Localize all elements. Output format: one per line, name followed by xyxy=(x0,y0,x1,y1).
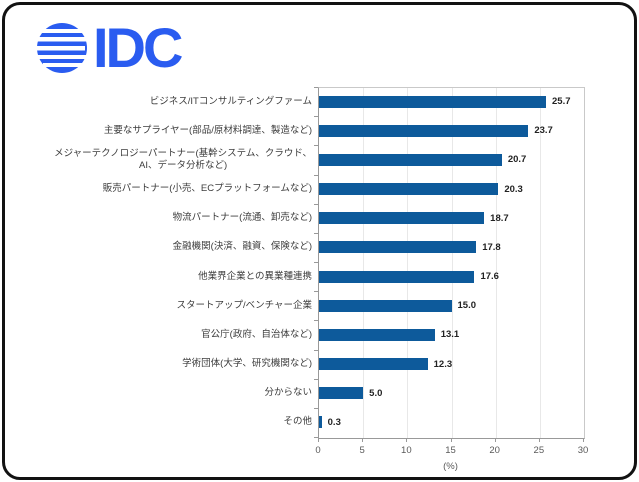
y-axis-tick xyxy=(314,232,318,234)
chart-card: (%) ビジネス/ITコンサルティングファーム 25.7 主要なサプライヤー(部品/… xyxy=(46,80,590,472)
category-label-text: 分からない xyxy=(264,387,312,399)
y-axis-tick xyxy=(314,116,318,118)
category-label-text: ビジネス/ITコンサルティングファーム xyxy=(149,95,312,107)
x-axis-tick-label: 25 xyxy=(533,445,545,456)
plot-area xyxy=(318,87,585,439)
gridline xyxy=(407,88,409,438)
gridline xyxy=(363,88,365,438)
bar xyxy=(319,358,428,371)
value-label: 13.1 xyxy=(440,329,460,341)
bar xyxy=(319,124,529,137)
category-label-text: 物流パートナー(流通、卸売など) xyxy=(172,212,312,224)
x-axis-tick xyxy=(450,438,452,442)
category-label: 分からない xyxy=(52,379,312,408)
x-axis-tick-label: 30 xyxy=(577,445,589,456)
category-label-text: 学術団体(大学、研究機関など) xyxy=(182,358,312,370)
y-axis-tick xyxy=(314,262,318,263)
idc-globe-icon xyxy=(36,23,88,73)
category-label: 学術団体(大学、研究機関など) xyxy=(52,350,312,379)
x-axis-tick-label: 15 xyxy=(445,445,456,456)
x-axis-tick xyxy=(318,438,319,442)
value-label: 12.3 xyxy=(433,358,453,370)
x-axis-tick xyxy=(362,438,364,442)
y-axis-tick xyxy=(314,87,318,88)
x-axis-tick-label: 20 xyxy=(489,445,500,456)
category-label: ビジネス/ITコンサルティングファーム xyxy=(52,87,312,116)
x-axis-tick xyxy=(406,438,408,442)
value-label: 17.8 xyxy=(482,241,501,253)
x-axis-tick-label: 10 xyxy=(401,445,412,456)
y-axis-tick xyxy=(314,437,318,438)
x-axis-unit-label: (%) xyxy=(443,461,458,472)
idc-logo-text: IDC xyxy=(93,16,183,79)
bar xyxy=(319,299,452,312)
y-axis-tick xyxy=(314,291,318,293)
value-label: 25.7 xyxy=(552,96,571,108)
value-label: 20.3 xyxy=(504,183,523,195)
category-label-text: メジャーテクノロジーパートナー(基幹システム、クラウド、 AI、データ分析など) xyxy=(54,147,312,171)
bar xyxy=(319,416,322,429)
category-label: 金融機関(決済、融資、保険など) xyxy=(52,233,312,262)
bar xyxy=(319,95,547,108)
x-axis-tick xyxy=(538,438,540,442)
gridline xyxy=(539,88,541,438)
gridline xyxy=(495,88,497,438)
category-label: 官公庁(政府、自治体など) xyxy=(52,320,312,349)
category-label: 物流パートナー(流通、卸売など) xyxy=(52,204,312,233)
y-axis-tick xyxy=(314,349,318,351)
bar xyxy=(319,270,475,283)
value-label: 18.7 xyxy=(490,212,509,224)
category-label: 他業界企業との異業種連携 xyxy=(52,262,312,291)
category-label-text: 他業界企業との異業種連携 xyxy=(198,270,312,282)
category-label-text: 販売パートナー(小売、ECプラットフォームなど) xyxy=(102,183,312,195)
value-label: 0.3 xyxy=(327,416,341,428)
y-axis-tick xyxy=(314,407,318,409)
bar xyxy=(319,387,364,400)
value-label: 5.0 xyxy=(369,387,383,399)
category-label-text: スタートアップ/ベンチャー企業 xyxy=(176,299,312,311)
bar xyxy=(319,183,499,196)
y-axis-tick xyxy=(314,378,318,380)
x-axis-tick-label: 0 xyxy=(315,445,321,456)
bar xyxy=(319,241,477,254)
category-label-text: 主要なサプライヤー(部品/原材料調達、製造など) xyxy=(103,124,312,136)
category-label: 販売パートナー(小売、ECプラットフォームなど) xyxy=(52,175,312,204)
category-label: その他 xyxy=(52,408,312,437)
x-axis-tick xyxy=(494,438,496,442)
bar xyxy=(319,212,485,225)
y-axis-tick xyxy=(314,174,318,176)
x-axis-tick-label: 5 xyxy=(359,445,365,456)
category-label: メジャーテクノロジーパートナー(基幹システム、クラウド、 AI、データ分析など) xyxy=(52,145,312,174)
x-axis-tick xyxy=(583,438,584,442)
category-label: スタートアップ/ベンチャー企業 xyxy=(52,291,312,320)
y-axis-tick xyxy=(314,320,318,322)
idc-logo: IDC xyxy=(36,16,183,79)
category-label-text: その他 xyxy=(283,416,312,428)
value-label: 20.7 xyxy=(507,154,527,166)
category-label-text: 官公庁(政府、自治体など) xyxy=(201,328,312,340)
value-label: 23.7 xyxy=(534,125,553,137)
value-label: 17.6 xyxy=(480,271,499,283)
category-label-text: 金融機関(決済、融資、保険など) xyxy=(172,241,312,253)
bar xyxy=(319,328,435,341)
bar xyxy=(319,153,502,166)
category-label: 主要なサプライヤー(部品/原材料調達、製造など) xyxy=(52,116,312,145)
gridline xyxy=(451,88,453,438)
y-axis-tick xyxy=(314,145,318,147)
y-axis-tick xyxy=(314,203,318,205)
value-label: 15.0 xyxy=(457,300,477,312)
